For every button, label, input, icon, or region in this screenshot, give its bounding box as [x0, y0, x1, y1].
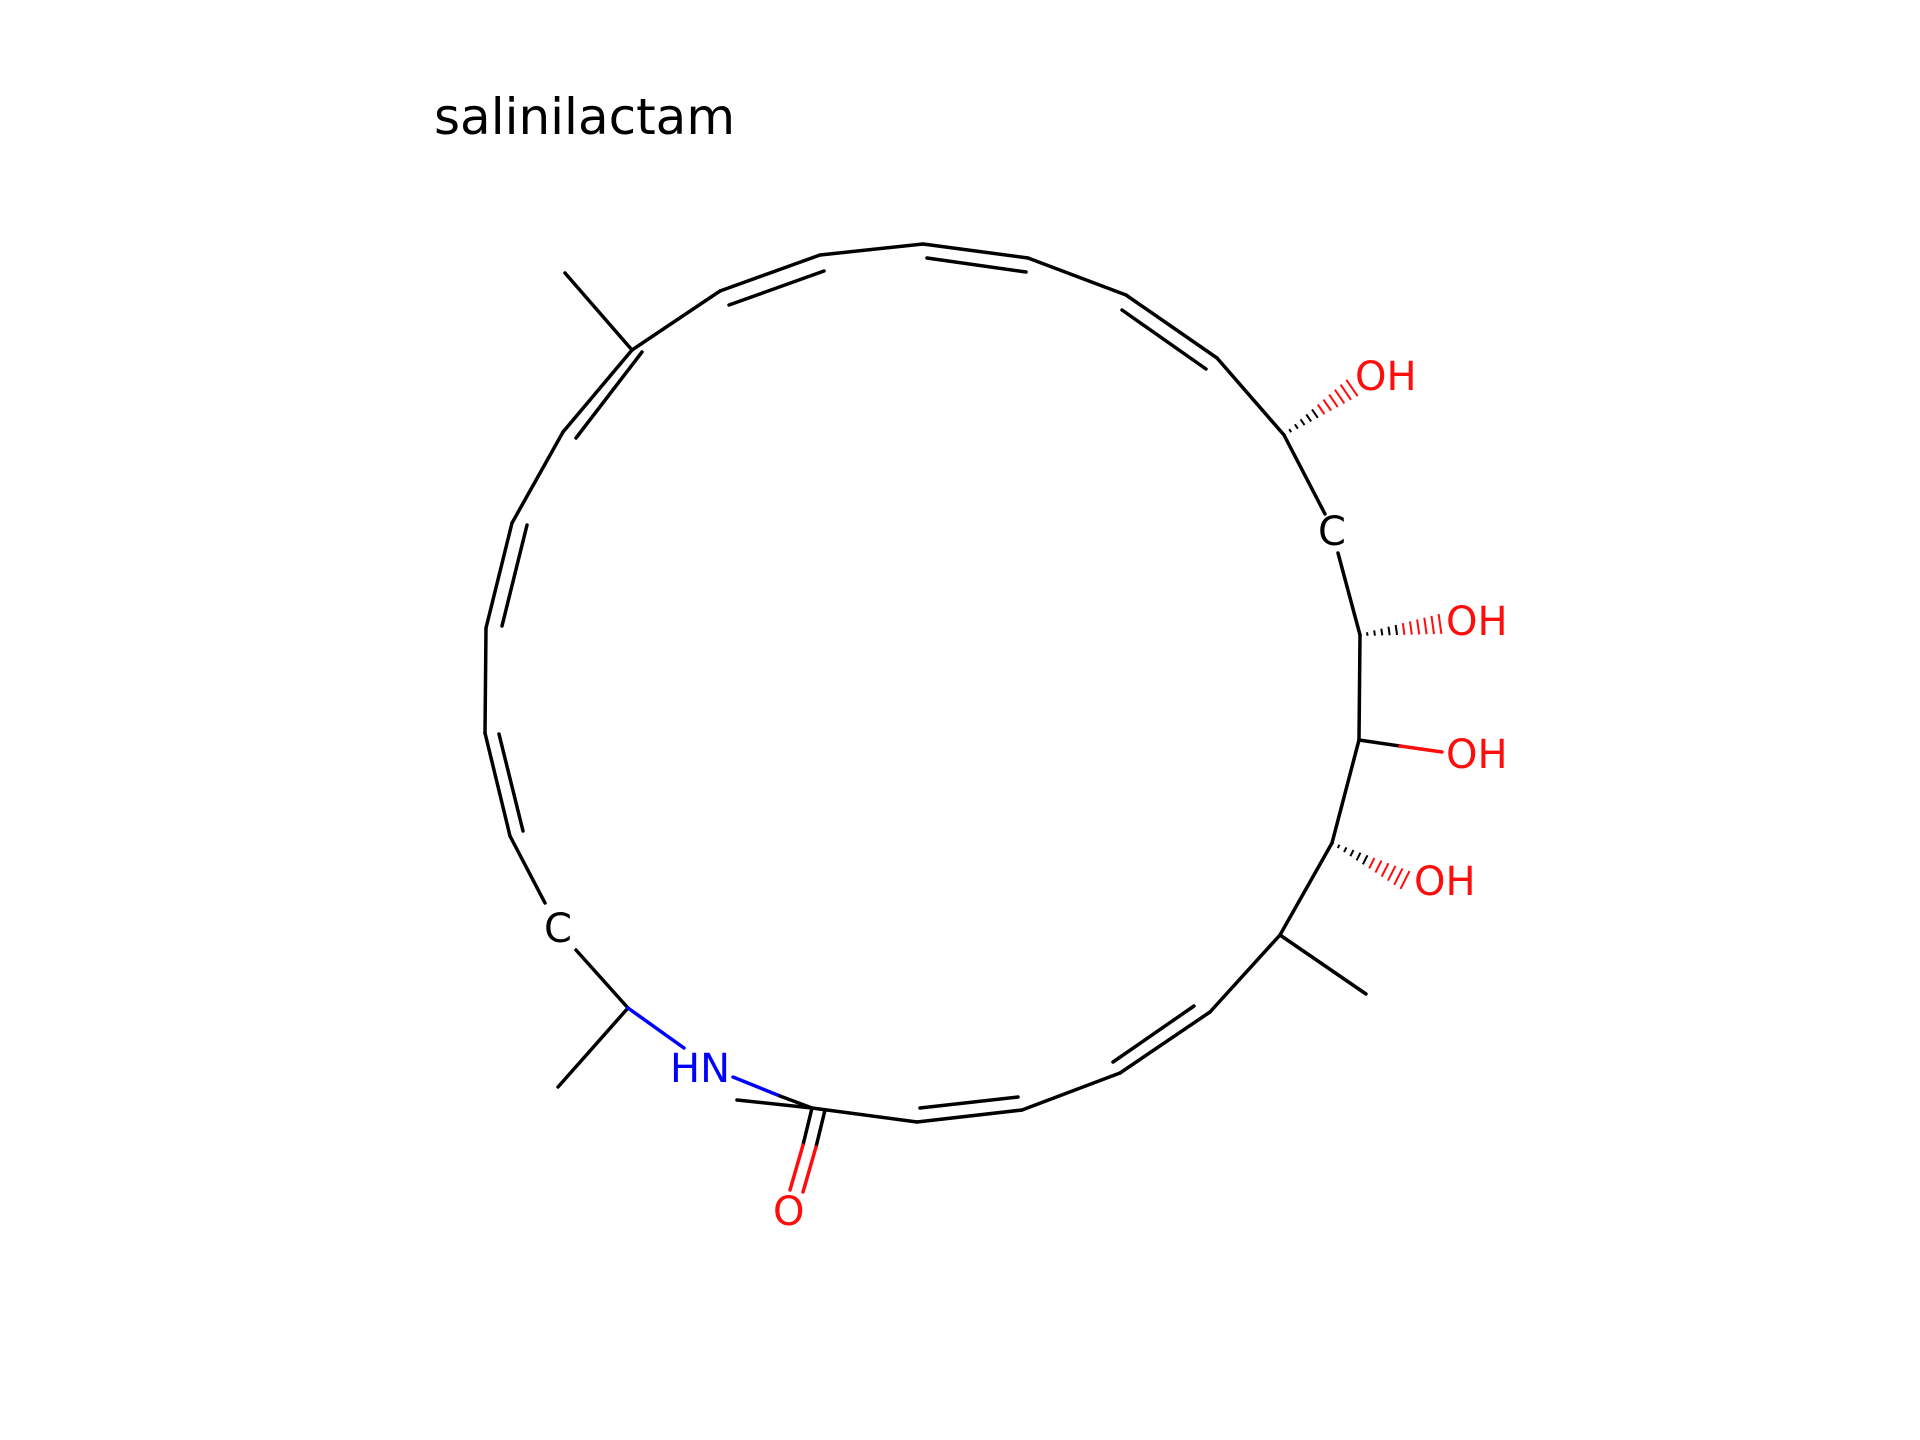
carbonyl-oxygen-label: O	[773, 1189, 804, 1235]
hashed-wedge-1	[1282, 379, 1359, 437]
amide-nitrogen-label: HN	[670, 1046, 730, 1092]
hydroxyl-label-1: OH	[1355, 354, 1417, 400]
hydroxyl-bond-plain	[1357, 738, 1444, 754]
amide-nitrogen-bonds	[626, 1006, 782, 1098]
hashed-wedge-3	[1330, 841, 1411, 890]
carbon-label-upper: C	[1318, 509, 1346, 555]
hydroxyl-label-2: OH	[1446, 599, 1508, 645]
molecule-title: salinilactam	[434, 88, 736, 146]
hydroxyl-label-4: OH	[1414, 859, 1476, 905]
hydroxyl-label-3: OH	[1446, 732, 1508, 778]
hashed-wedge-2	[1358, 613, 1443, 637]
carbonyl-bond-oxygen-part	[788, 1143, 818, 1194]
carbon-label-lower: C	[544, 906, 572, 952]
ring-bonds	[483, 242, 1368, 1149]
hashed-wedge-bonds	[1282, 379, 1443, 890]
